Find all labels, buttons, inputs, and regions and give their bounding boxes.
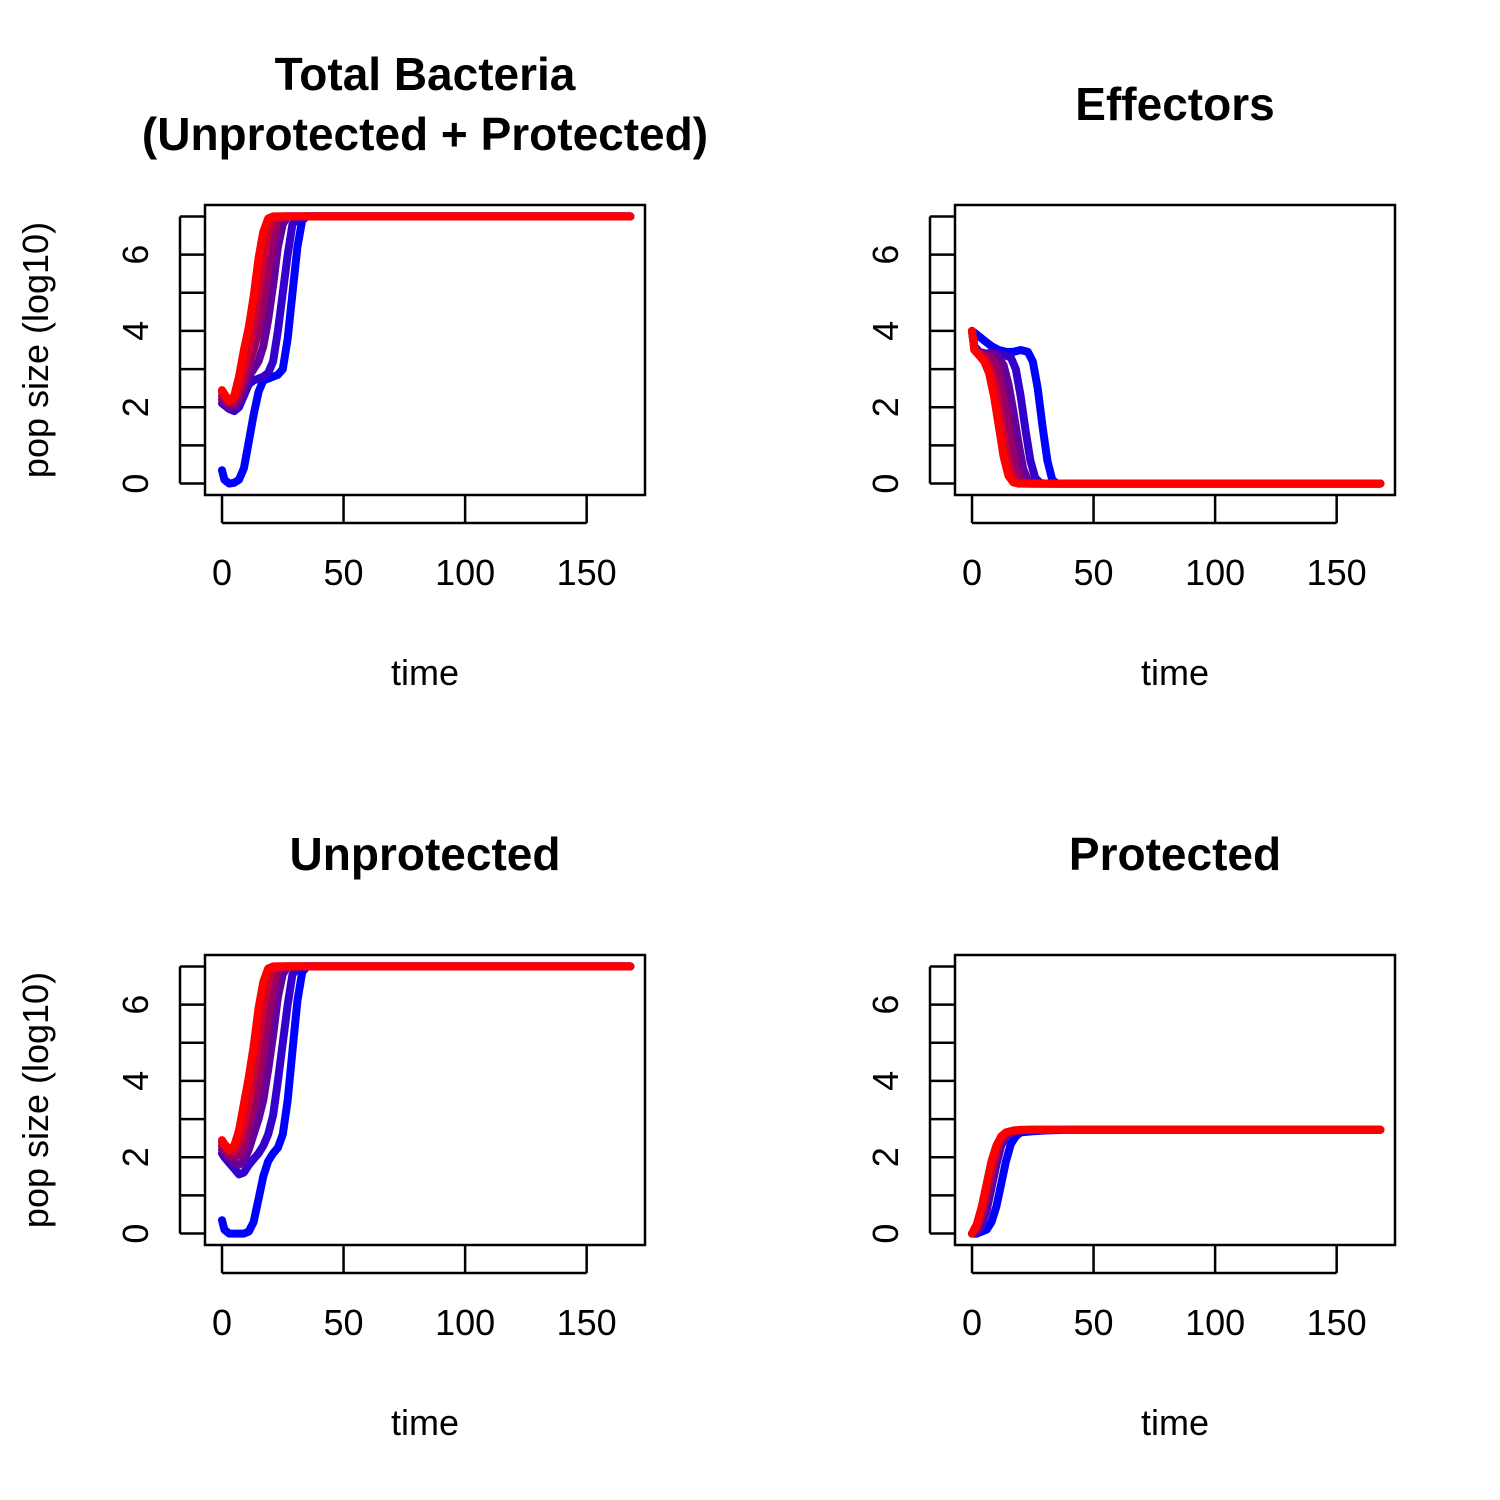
x-axis-label: time bbox=[1141, 1402, 1209, 1443]
x-tick-label: 150 bbox=[1307, 552, 1367, 593]
series-line bbox=[218, 962, 635, 1238]
panel-0: Total Bacteria (Unprotected + Protected) 0… bbox=[15, 48, 708, 693]
y-tick-label: 2 bbox=[865, 397, 906, 417]
y-tick-label: 2 bbox=[865, 1147, 906, 1167]
plot-frame bbox=[953, 203, 1397, 497]
x-tick-label: 150 bbox=[557, 1302, 617, 1343]
series-line bbox=[968, 326, 1385, 488]
x-tick-label: 50 bbox=[1074, 552, 1114, 593]
plot-frame bbox=[203, 953, 647, 1247]
x-tick-label: 0 bbox=[962, 552, 982, 593]
series-group bbox=[218, 212, 635, 488]
series-group bbox=[968, 1125, 1385, 1238]
x-tick-label: 100 bbox=[435, 1302, 495, 1343]
series-group bbox=[218, 962, 635, 1238]
panel-2: Unprotected 0 50 100 150 0 2 4 6 time pop size (lo… bbox=[15, 828, 647, 1443]
chart-title: Protected bbox=[1069, 828, 1281, 880]
series-line bbox=[968, 1125, 1385, 1238]
x-axis-label: time bbox=[1141, 652, 1209, 693]
y-axis-label: pop size (log10) bbox=[15, 222, 56, 478]
y-tick-label: 4 bbox=[115, 1071, 156, 1091]
chart-title: Total Bacteria bbox=[275, 48, 576, 100]
x-tick-label: 100 bbox=[1185, 552, 1245, 593]
y-tick-label: 0 bbox=[115, 1224, 156, 1244]
x-tick-label: 0 bbox=[212, 552, 232, 593]
chart-title: (Unprotected + Protected) bbox=[142, 108, 708, 160]
y-axis-label: pop size (log10) bbox=[15, 972, 56, 1228]
y-tick-label: 0 bbox=[865, 1224, 906, 1244]
y-tick-label: 4 bbox=[865, 1071, 906, 1091]
x-tick-label: 150 bbox=[557, 552, 617, 593]
x-tick-label: 150 bbox=[1307, 1302, 1367, 1343]
x-tick-label: 100 bbox=[435, 552, 495, 593]
x-tick-label: 100 bbox=[1185, 1302, 1245, 1343]
y-tick-label: 0 bbox=[115, 474, 156, 494]
series-line bbox=[968, 1125, 1385, 1238]
chart-title: Unprotected bbox=[290, 828, 561, 880]
y-tick-label: 2 bbox=[115, 1147, 156, 1167]
x-axis-label: time bbox=[391, 1402, 459, 1443]
series-line bbox=[968, 1125, 1385, 1238]
series-line bbox=[218, 962, 635, 1154]
series-line bbox=[218, 212, 635, 416]
panel-1: Effectors 0 50 100 150 0 2 4 6 time bbox=[865, 78, 1397, 693]
plot-frame bbox=[953, 953, 1397, 1247]
y-tick-label: 0 bbox=[865, 474, 906, 494]
x-tick-label: 50 bbox=[1074, 1302, 1114, 1343]
plot-frame bbox=[203, 203, 647, 497]
y-tick-label: 6 bbox=[115, 245, 156, 265]
y-tick-label: 4 bbox=[115, 321, 156, 341]
series-line bbox=[218, 212, 635, 488]
y-tick-label: 2 bbox=[115, 397, 156, 417]
x-axis-label: time bbox=[391, 652, 459, 693]
series-group bbox=[968, 326, 1385, 488]
y-tick-label: 4 bbox=[865, 321, 906, 341]
x-tick-label: 0 bbox=[962, 1302, 982, 1343]
y-tick-label: 6 bbox=[865, 995, 906, 1015]
y-tick-label: 6 bbox=[865, 245, 906, 265]
panel-3: Protected 0 50 100 150 0 2 4 6 time bbox=[865, 828, 1397, 1443]
x-tick-label: 0 bbox=[212, 1302, 232, 1343]
series-line bbox=[968, 1125, 1385, 1238]
series-line bbox=[218, 212, 635, 406]
x-tick-label: 50 bbox=[324, 1302, 364, 1343]
y-tick-label: 6 bbox=[115, 995, 156, 1015]
chart-title: Effectors bbox=[1075, 78, 1274, 130]
x-tick-label: 50 bbox=[324, 552, 364, 593]
